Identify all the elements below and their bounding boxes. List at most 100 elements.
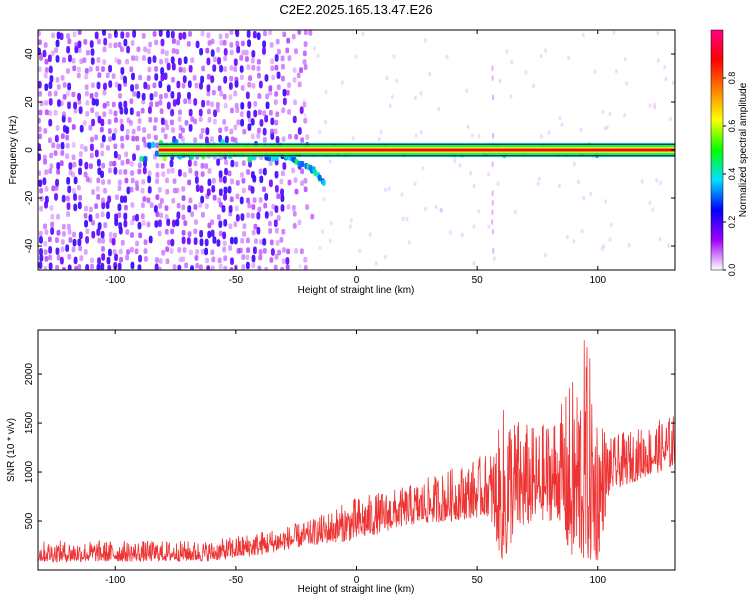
spectrogram-cell (282, 97, 287, 106)
spectrogram-cell (247, 81, 252, 88)
spectrogram-cell (44, 186, 49, 192)
spectrogram-cell (262, 40, 267, 49)
spectrogram-cell (227, 170, 232, 177)
spectrogram-cell (286, 203, 291, 210)
spectrogram-cell (458, 163, 462, 168)
spectrogram-cell (235, 40, 240, 47)
x-tick-label: 100 (589, 575, 606, 586)
spectrogram-cell (55, 76, 60, 83)
spectrogram-cell (175, 48, 180, 55)
spectrogram-cell (193, 118, 198, 125)
spectrogram-cell (181, 229, 186, 236)
spectrogram-cell (262, 237, 267, 246)
spectrogram-cell (294, 188, 299, 195)
spectrogram-cell (212, 118, 217, 125)
spectrogram-cell (195, 40, 200, 49)
spectrogram-cell (154, 66, 159, 72)
spectrogram-cell (124, 204, 128, 211)
spectrogram-cell (251, 204, 256, 210)
spectrogram-cell (184, 119, 189, 126)
snr-line (38, 340, 675, 564)
spectrogram-cell (423, 38, 427, 43)
spectrogram-cell (210, 49, 215, 57)
spectrogram-cell (239, 74, 244, 81)
spectrogram-cell (270, 58, 275, 65)
spectrogram-cell (134, 248, 139, 255)
spectrogram-cell (47, 236, 52, 243)
spectrogram-cell (246, 237, 250, 244)
spectrogram-cell (651, 207, 655, 212)
spectrogram-cell (113, 110, 118, 117)
spectrogram-cell (200, 75, 205, 84)
spectrogram-cell (48, 168, 53, 175)
spectrogram-cell (267, 220, 272, 227)
spectrogram-cell (407, 240, 411, 245)
spectrogram-cell (73, 107, 78, 114)
spectrogram-cell (100, 142, 104, 149)
spectrogram-cell (153, 91, 158, 97)
spectrogram-cell (303, 256, 308, 263)
spectrogram-cell (212, 64, 217, 72)
spectrogram-cell (170, 56, 175, 64)
spectrogram-cell (109, 160, 113, 167)
spectrogram-cell (250, 118, 255, 126)
spectrogram-cell (276, 71, 281, 80)
spectrogram-cell (235, 214, 240, 222)
spectrogram-cell (305, 134, 310, 140)
spectrogram-cell (91, 230, 96, 239)
spectrogram-cell (43, 42, 48, 48)
spectrogram-cell (491, 161, 494, 168)
spectrogram-cell (491, 219, 494, 225)
spectrogram-cell (140, 202, 145, 209)
spectrogram-cell (188, 64, 193, 73)
spectrogram-cell (246, 30, 251, 38)
spectrogram-cell (224, 135, 229, 144)
spectrogram-cell (198, 108, 203, 117)
spectrogram-cell (129, 246, 134, 253)
spectrogram-cell (286, 248, 291, 255)
spectrogram-cell (241, 177, 246, 184)
spectrogram-cell (282, 88, 287, 97)
spectrogram-cell (188, 124, 193, 132)
spectrogram-cell (103, 187, 107, 194)
spectrogram-cell (257, 109, 262, 116)
spectrogram-cell (572, 161, 576, 166)
spectrogram-cell (147, 56, 152, 65)
spectrogram-cell (212, 194, 217, 201)
spectrogram-cell (143, 46, 148, 53)
spectrogram-cell (77, 92, 81, 101)
spectrogram-cell (155, 257, 159, 263)
spectrogram-cell (251, 254, 256, 263)
spectrogram-cell (193, 98, 198, 106)
spectrogram-cell (421, 166, 425, 171)
spectrogram-cell (94, 31, 99, 40)
spectrogram-cell (558, 183, 561, 189)
spectrogram-cell (129, 107, 134, 116)
spectrogram-cell (274, 227, 279, 234)
spectrogram-cell (53, 90, 58, 97)
spectrogram-cell (170, 119, 174, 126)
spectrogram-cell (627, 242, 631, 248)
spectrogram-cell (123, 219, 128, 228)
spectrogram-cell (589, 191, 593, 196)
spectrogram-cell (90, 257, 94, 264)
spectrogram-cell (132, 91, 137, 97)
spectrogram-cell (229, 236, 234, 245)
spectrogram-cell (68, 162, 73, 170)
spectrogram-cell (207, 168, 212, 174)
spectrogram-cell (125, 158, 130, 165)
spectrogram-cell (310, 213, 315, 220)
spectrogram-cell (302, 101, 307, 108)
spectrogram-cell (300, 160, 305, 168)
spectrogram-cell (274, 64, 279, 71)
spectrogram-cell (262, 137, 267, 143)
spectrogram-cell (153, 205, 158, 213)
spectrogram-cell (273, 264, 278, 270)
spectrogram-cell (216, 239, 221, 247)
spectrogram-cell (55, 125, 60, 131)
spectrogram-cell (43, 223, 47, 230)
spectrogram-cell (105, 201, 110, 209)
spectrogram-cell (119, 118, 124, 125)
spectrogram-cell (322, 197, 326, 202)
spectrogram-cell (264, 211, 269, 219)
